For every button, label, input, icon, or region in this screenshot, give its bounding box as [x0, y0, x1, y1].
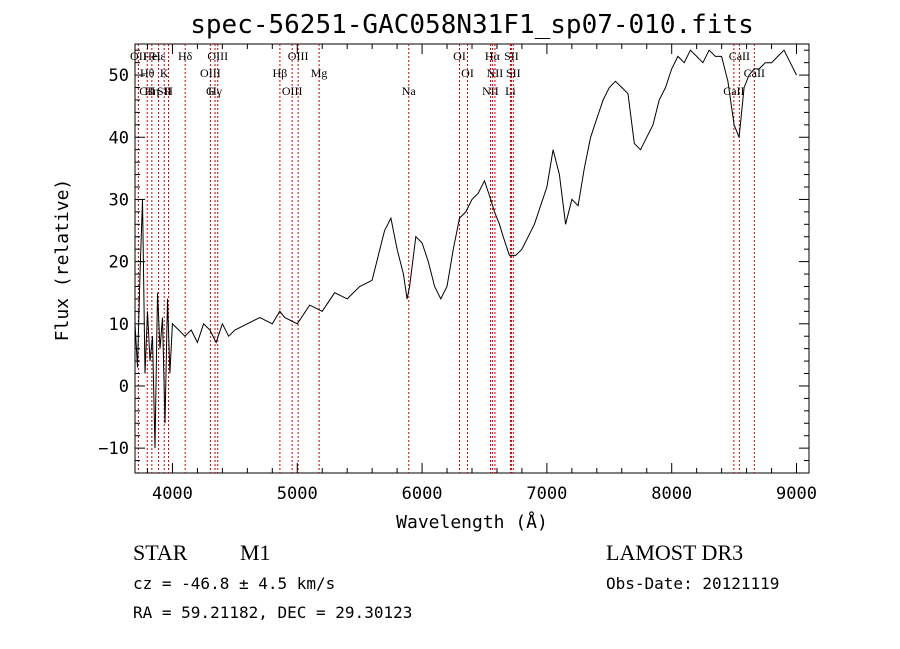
line-marker-label: NII — [487, 66, 504, 80]
redshift-velocity: cz = -46.8 ± 4.5 km/s — [133, 574, 335, 593]
object-type: STAR — [133, 540, 188, 565]
y-axis-ticks: −10 0 10 20 30 40 50 — [98, 49, 809, 462]
object-subclass: M1 — [240, 540, 271, 565]
line-marker-label: OIII — [200, 66, 221, 80]
x-axis-ticks: 4000 5000 6000 7000 8000 9000 — [146, 44, 817, 504]
line-marker-label: OI — [453, 49, 466, 63]
line-marker-label: Hα — [485, 49, 501, 63]
y-axis-label: Flux (relative) — [52, 179, 73, 342]
line-marker-label: SII — [506, 66, 521, 80]
line-marker-label: OIII — [207, 49, 228, 63]
x-tick-label: 6000 — [402, 484, 443, 504]
line-marker-label: Hθ — [140, 66, 155, 80]
x-tick-label: 8000 — [651, 484, 692, 504]
line-marker-label: Hβ — [273, 66, 288, 80]
x-tick-label: 7000 — [526, 484, 567, 504]
line-marker-label: G — [206, 84, 215, 98]
x-axis-label: Wavelength (Å) — [396, 511, 548, 533]
y-tick-label: 40 — [109, 128, 129, 148]
observation-date: Obs-Date: 20121119 — [606, 574, 779, 593]
line-marker-label: OII — [130, 49, 147, 63]
line-marker-label: CaII — [729, 49, 750, 63]
line-marker-label: Hη — [144, 84, 159, 98]
line-marker-labels: OIIHθCIIHηHeιHεKSIIHHδOIIIGHγOIIIHβOIIIO… — [130, 49, 765, 98]
chart-title: spec-56251-GAC058N31F1_sp07-010.fits — [190, 10, 754, 40]
plot-frame — [134, 43, 810, 474]
line-marker-label: OIII — [288, 49, 309, 63]
line-marker-label: K — [160, 66, 169, 80]
line-marker-label: Hδ — [178, 49, 193, 63]
line-marker-label: Na — [402, 84, 417, 98]
line-marker-label: Heι — [143, 49, 161, 63]
x-tick-label: 4000 — [152, 484, 193, 504]
spectrum-line — [134, 49, 797, 449]
line-marker-label: CII — [139, 84, 155, 98]
y-tick-label: −10 — [98, 439, 129, 459]
line-marker-label: OI — [461, 66, 474, 80]
y-tick-label: 10 — [109, 315, 129, 335]
coordinates: RA = 59.21182, DEC = 29.30123 — [133, 603, 412, 622]
y-tick-label: 50 — [109, 66, 129, 86]
x-tick-label: 5000 — [277, 484, 318, 504]
y-tick-label: 30 — [109, 190, 129, 210]
line-marker-label: SII — [157, 84, 172, 98]
line-marker-label: NII — [482, 84, 499, 98]
line-markers — [137, 44, 755, 473]
line-marker-label: Hγ — [208, 84, 223, 98]
line-marker-label: SII — [504, 49, 519, 63]
survey-name: LAMOST DR3 — [606, 540, 743, 565]
line-marker-label: Mg — [311, 66, 328, 80]
y-tick-label: 20 — [109, 253, 129, 273]
line-marker-label: CaII — [744, 66, 765, 80]
line-marker-label: Li — [505, 84, 516, 98]
line-marker-label: H — [164, 84, 173, 98]
x-tick-label: 9000 — [776, 484, 817, 504]
line-marker-label: CaII — [723, 84, 744, 98]
line-marker-label: Hε — [152, 49, 166, 63]
line-marker-label: OIII — [282, 84, 303, 98]
y-tick-label: 0 — [119, 377, 129, 397]
